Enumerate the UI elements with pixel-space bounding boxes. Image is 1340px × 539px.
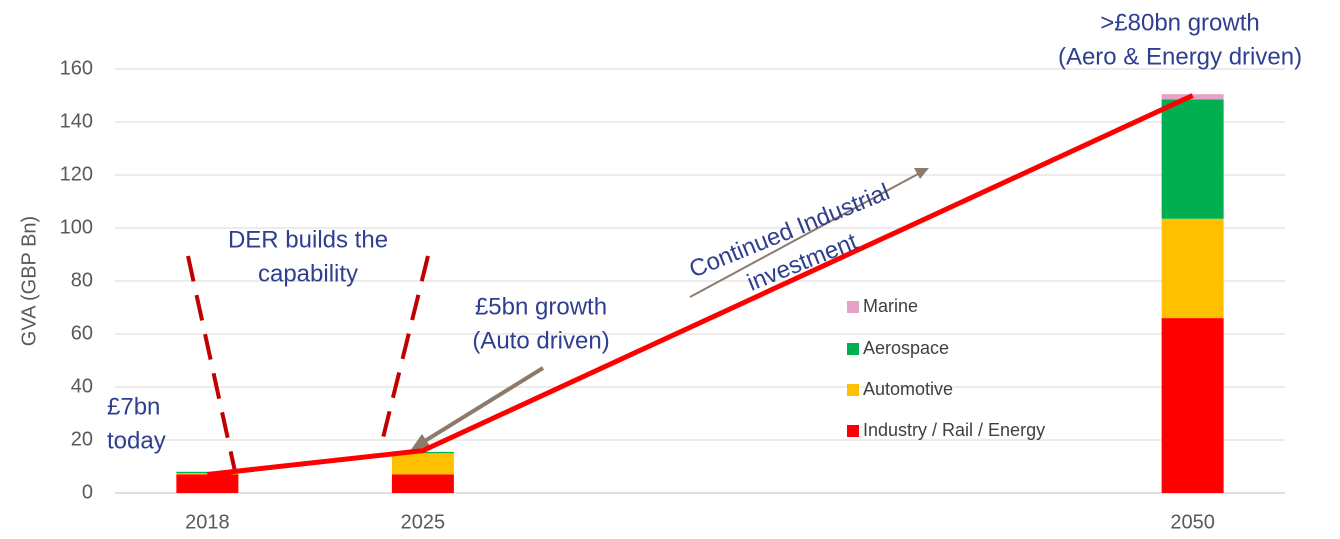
annotation-text: (Auto driven) bbox=[472, 327, 609, 354]
arrow bbox=[418, 366, 545, 446]
y-tick-label: 60 bbox=[71, 322, 93, 344]
annotation-text: DER builds the bbox=[228, 226, 388, 253]
legend-swatch bbox=[847, 301, 859, 313]
y-tick-label: 140 bbox=[60, 110, 93, 132]
bar-segment bbox=[391, 453, 454, 475]
annotation: >£80bn growth (Aero & Energy driven) bbox=[1058, 9, 1302, 70]
y-tick-label: 40 bbox=[71, 375, 93, 397]
annotation-text: (Aero & Energy driven) bbox=[1058, 43, 1302, 70]
arrow bbox=[689, 173, 919, 298]
legend-label: Marine bbox=[863, 296, 918, 316]
bar-segment bbox=[1161, 218, 1224, 319]
y-axis-label: GVA (GBP Bn) bbox=[18, 216, 40, 346]
annotation: £5bn growth (Auto driven) bbox=[472, 293, 609, 354]
arrow-head bbox=[914, 168, 929, 179]
x-tick-label: 2050 bbox=[1170, 511, 1215, 533]
legend-label: Automotive bbox=[863, 379, 953, 399]
arrow-head bbox=[410, 434, 430, 451]
legend-label: Industry / Rail / Energy bbox=[863, 420, 1045, 440]
bar-segment bbox=[391, 474, 454, 493]
annotation: DER builds the capability bbox=[228, 226, 388, 287]
annotation-text: £7bn bbox=[107, 393, 160, 420]
annotation-text: £5bn growth bbox=[475, 293, 607, 320]
annotation-text: capability bbox=[258, 260, 358, 287]
x-tick-label: 2018 bbox=[185, 511, 230, 533]
y-tick-label: 80 bbox=[71, 269, 93, 291]
legend-swatch bbox=[847, 425, 859, 437]
annotation-text: today bbox=[107, 427, 166, 454]
bar-segment bbox=[1161, 318, 1224, 493]
bar-segment bbox=[1161, 99, 1224, 219]
annotation: £7bn today bbox=[107, 393, 166, 454]
bar-segment bbox=[176, 474, 239, 493]
trend-line bbox=[207, 93, 1194, 477]
legend-label: Aerospace bbox=[863, 338, 949, 358]
dashed-line bbox=[378, 255, 430, 451]
y-tick-label: 100 bbox=[60, 216, 93, 238]
y-tick-label: 0 bbox=[82, 481, 93, 503]
x-tick-label: 2025 bbox=[401, 511, 446, 533]
legend-swatch bbox=[847, 343, 859, 355]
y-tick-label: 160 bbox=[60, 57, 93, 79]
y-tick-label: 120 bbox=[60, 163, 93, 185]
y-tick-label: 20 bbox=[71, 428, 93, 450]
dashed-line bbox=[186, 255, 238, 477]
annotation-text: >£80bn growth bbox=[1100, 9, 1259, 36]
legend-swatch bbox=[847, 384, 859, 396]
